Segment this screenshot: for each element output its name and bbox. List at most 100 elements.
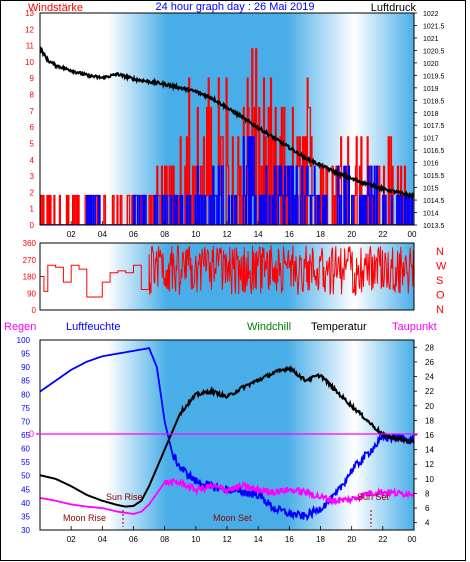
pressure-tick-label: 1018 (423, 111, 439, 118)
direction-tick-label: 270 (23, 256, 37, 265)
temperature-tick-label: 20 (425, 402, 434, 411)
sun-rise-label: Sun Rise (106, 492, 143, 502)
wind-average-trace (40, 136, 414, 225)
climate-x-tick-label: 20 (347, 535, 356, 544)
moon-set-label: Moon Set (213, 513, 252, 523)
climate-x-tick-label: 08 (160, 535, 169, 544)
humidity-tick-label: 60 (21, 445, 30, 454)
pressure-tick-label: 1016 (423, 161, 439, 168)
direction-frame (39, 242, 415, 311)
humidity-tick-label: 30 (21, 526, 30, 535)
wind-left-tick-label: 2 (30, 188, 35, 197)
wind-x-tick-label: 10 (191, 230, 200, 239)
wind-x-tick-label: 04 (98, 230, 107, 239)
temperature-tick-label: 14 (425, 446, 434, 455)
wind-left-tick-label: 13 (25, 9, 34, 18)
wind-left-tick-label: 9 (30, 74, 35, 83)
direction-cardinal-label: S (436, 275, 443, 287)
wind-left-tick-label: 7 (30, 107, 35, 116)
moon-rise-label: Moon Rise (63, 513, 106, 523)
humidity-tick-label: 80 (21, 390, 30, 399)
climate-x-tick-label: 06 (129, 535, 138, 544)
wind-x-tick-label: 02 (67, 230, 76, 239)
climate-x-tick-label: 14 (254, 535, 263, 544)
temperature-tick-label: 8 (425, 489, 430, 498)
wind-left-tick-label: 3 (30, 172, 35, 181)
pressure-tick-label: 1017 (423, 136, 439, 143)
wind-x-tick-label: 06 (129, 230, 138, 239)
direction-tick-label: 180 (23, 273, 37, 282)
pressure-tick-label: 1016.5 (423, 148, 445, 155)
humidity-tick-label: 100 (17, 336, 31, 345)
wind-left-tick-label: 6 (30, 123, 35, 132)
wind-marks (40, 46, 414, 225)
wind-left-tick-label: 1 (30, 205, 35, 214)
pressure-tick-label: 1017.5 (423, 123, 445, 130)
humidity-tick-label: 70 (21, 417, 30, 426)
climate-x-axis: 02 04 06 08 10 12 14 16 18 20 22 00 (67, 526, 417, 544)
climate-x-tick-label: 04 (98, 535, 107, 544)
wind-x-tick-label: 14 (254, 230, 263, 239)
humidity-tick-label: 95 (21, 350, 30, 359)
humidity-tick-label: 45 (21, 485, 30, 494)
pressure-tick-label: 1014.5 (423, 198, 445, 205)
climate-x-tick-label: 02 (67, 535, 76, 544)
pressure-tick-label: 1022 (423, 11, 439, 18)
temperature-tick-label: 22 (425, 387, 434, 396)
pressure-tick-label: 1020 (423, 61, 439, 68)
direction-cardinal-label: W (436, 261, 447, 273)
wind-left-tick-label: 12 (25, 25, 34, 34)
humidity-tick-label: 50 (21, 472, 30, 481)
wind-x-tick-label: 22 (378, 230, 387, 239)
wind-left-tick-label: 10 (25, 58, 34, 67)
sun-set-label: Sun Set (357, 492, 390, 502)
wind-direction-trace (40, 245, 414, 298)
wind-x-tick-label: 00 (408, 230, 417, 239)
pressure-tick-label: 1020.5 (423, 48, 445, 55)
humidity-tick-label: 35 (21, 512, 30, 521)
pressure-tick-label: 1018.5 (423, 98, 445, 105)
temperature-right-axis: 4 6 8 10 12 14 16 18 20 22 24 26 28 (414, 343, 434, 528)
direction-tick-label: 90 (27, 289, 36, 298)
humidity-tick-label: 40 (21, 499, 30, 508)
wind-left-tick-label: 11 (26, 42, 35, 51)
dewpoint-line (40, 477, 414, 515)
pressure-right-axis: 1013.5 1014 1014.5 1015 1015.5 1016 1016.5 1017… (414, 11, 445, 230)
wind-plot-area (40, 13, 414, 225)
direction-left-axis: 0 90 180 270 360 (23, 239, 37, 315)
climate-x-tick-label: 16 (285, 535, 294, 544)
legend-taupunkt: Taupunkt (392, 321, 437, 333)
wind-left-tick-label: 4 (30, 156, 35, 165)
climate-x-tick-label: 12 (223, 535, 232, 544)
climate-x-tick-label: 18 (316, 535, 325, 544)
temperature-tick-label: 10 (425, 475, 434, 484)
temperature-tick-label: 16 (425, 431, 434, 440)
humidity-tick-label: 65 (21, 431, 30, 440)
temperature-tick-label: 12 (425, 460, 434, 469)
pressure-tick-label: 1013.5 (423, 223, 445, 230)
temperature-line (40, 364, 414, 508)
wind-x-tick-label: 12 (223, 230, 232, 239)
pressure-tick-label: 1021.5 (423, 23, 445, 30)
wind-x-tick-label: 20 (347, 230, 356, 239)
legend-regen: Regen (4, 321, 36, 333)
direction-marks (40, 245, 414, 298)
climate-x-tick-label: 00 (408, 535, 417, 544)
pressure-tick-label: 1015 (423, 186, 439, 193)
direction-tick-label: 360 (23, 239, 37, 248)
humidity-tick-label: 75 (21, 404, 30, 413)
temperature-tick-label: 26 (425, 358, 434, 367)
humidity-left-axis: 30 35 40 45 50 55 60 65 70 75 80 85 90 95 100 (17, 336, 31, 535)
temperature-tick-label: 6 (425, 504, 430, 513)
temperature-tick-label: 24 (425, 373, 434, 382)
humidity-line (40, 347, 414, 522)
temperature-tick-label: 18 (425, 416, 434, 425)
legend-temperatur: Temperatur (311, 321, 367, 333)
direction-cardinal-label: N (436, 246, 444, 258)
humidity-tick-label: 85 (21, 377, 30, 386)
